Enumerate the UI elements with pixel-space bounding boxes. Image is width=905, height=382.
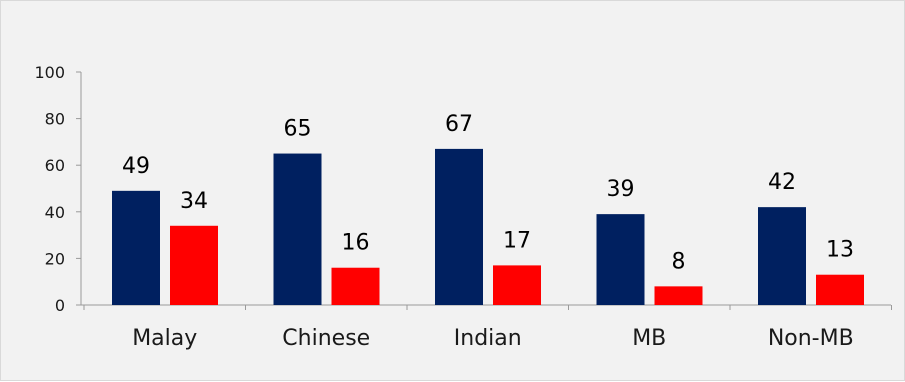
bar-series-1	[273, 153, 322, 305]
bar-series-1	[112, 190, 160, 305]
bar-series-1	[435, 148, 483, 305]
data-label: 17	[503, 228, 531, 253]
data-label: 16	[342, 231, 370, 256]
bars-layer	[112, 148, 864, 305]
bar-series-2	[816, 274, 864, 305]
category-label: Malay	[132, 326, 197, 351]
bar-series-2	[654, 286, 703, 305]
data-label: 49	[122, 154, 150, 179]
data-label: 8	[672, 249, 686, 274]
y-tick-label: 40	[45, 203, 65, 222]
y-tick-label: 100	[34, 63, 65, 82]
y-tick-label: 80	[45, 110, 65, 129]
category-label: Chinese	[282, 326, 370, 351]
data-label: 13	[826, 238, 854, 263]
bar-series-1	[758, 207, 806, 305]
y-tick-label: 60	[45, 156, 65, 175]
bar-series-2	[170, 225, 218, 305]
data-label: 67	[445, 112, 473, 137]
bar-series-1	[596, 214, 645, 305]
category-label: Indian	[454, 326, 522, 351]
data-label: 39	[607, 177, 635, 202]
y-tick-label: 0	[55, 296, 65, 315]
bar-series-2	[331, 267, 380, 305]
bar-series-2	[493, 265, 541, 305]
category-label: MB	[632, 326, 666, 351]
data-label: 65	[284, 117, 312, 142]
labels-layer: Malay Chinese Indian MB Non-MB 49 65 67 39 42 34 16…	[122, 112, 854, 351]
data-label: 34	[180, 189, 208, 214]
category-label: Non-MB	[768, 326, 854, 351]
data-label: 42	[768, 170, 796, 195]
y-tick-label: 20	[45, 249, 65, 268]
